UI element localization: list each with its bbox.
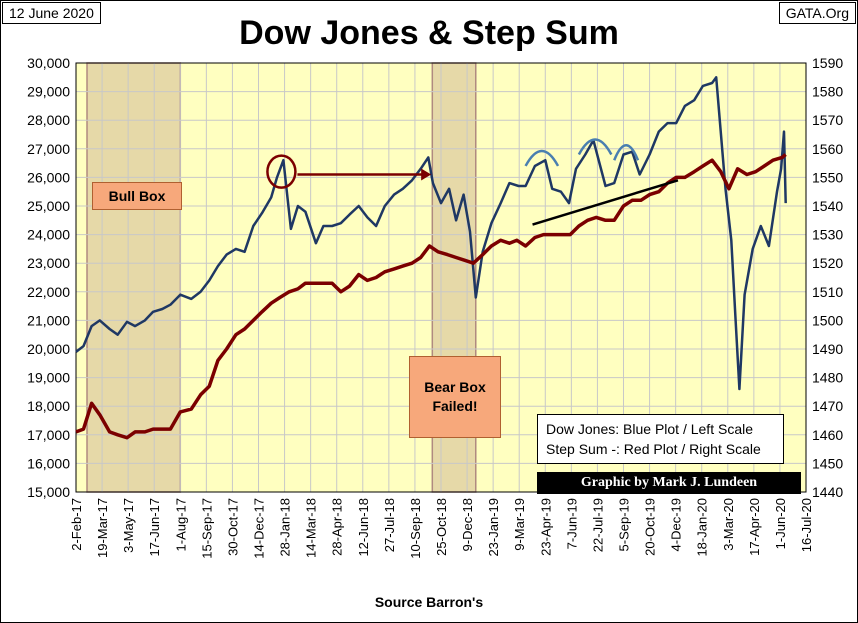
- left-tick-label: 16,000: [27, 455, 70, 471]
- x-tick-label: 14-Dec-17: [252, 498, 267, 559]
- arch-annotation: [577, 138, 613, 156]
- x-tick-label: 17-Jun-17: [147, 498, 162, 557]
- dow-jones-line: [75, 76, 787, 391]
- bear-box-line1: Bear Box: [424, 379, 486, 395]
- x-tick-label: 23-Jan-19: [486, 498, 501, 557]
- x-tick-label: 3-Mar-20: [721, 498, 736, 551]
- x-tick-label: 2-Feb-17: [69, 498, 84, 551]
- peak-circle: [266, 154, 297, 189]
- arch-annotation: [613, 144, 640, 161]
- x-tick-label: 3-May-17: [121, 498, 136, 553]
- left-tick-label: 22,000: [27, 284, 70, 300]
- legend-step: Step Sum -: Red Plot / Right Scale: [546, 441, 761, 457]
- x-tick-label: 16-Jul-20: [799, 498, 814, 552]
- left-tick-label: 26,000: [27, 169, 70, 185]
- x-tick-label: 1-Aug-17: [173, 498, 188, 551]
- left-tick-label: 30,000: [27, 55, 70, 71]
- x-tick-label: 22-Jul-19: [590, 498, 605, 552]
- right-tick-label: 1450: [812, 455, 843, 471]
- left-tick-label: 28,000: [27, 112, 70, 128]
- right-tick-label: 1550: [812, 169, 843, 185]
- left-tick-label: 18,000: [27, 398, 70, 414]
- right-tick-label: 1580: [812, 84, 843, 100]
- left-tick-label: 23,000: [27, 255, 70, 271]
- credit-banner: Graphic by Mark J. Lundeen: [537, 472, 801, 494]
- left-tick-label: 15,000: [27, 484, 70, 500]
- right-tick-label: 1460: [812, 427, 843, 443]
- x-tick-label: 9-Mar-19: [512, 498, 527, 551]
- x-tick-label: 18-Jan-20: [695, 498, 710, 557]
- left-tick-label: 25,000: [27, 198, 70, 214]
- x-tick-label: 27-Jul-18: [382, 498, 397, 552]
- x-tick-label: 28-Apr-18: [330, 498, 345, 556]
- x-tick-label: 10-Sep-18: [408, 498, 423, 559]
- right-tick-label: 1440: [812, 484, 843, 500]
- x-tick-label: 30-Oct-17: [225, 498, 240, 556]
- x-tick-label: 25-Oct-18: [434, 498, 449, 556]
- right-tick-label: 1540: [812, 198, 843, 214]
- site-label: GATA.Org: [778, 2, 856, 24]
- right-tick-label: 1470: [812, 398, 843, 414]
- x-tick-label: 23-Apr-19: [538, 498, 553, 556]
- right-tick-label: 1510: [812, 284, 843, 300]
- left-tick-label: 20,000: [27, 341, 70, 357]
- right-tick-label: 1480: [812, 370, 843, 386]
- legend-dow: Dow Jones: Blue Plot / Left Scale: [546, 421, 753, 437]
- left-tick-label: 27,000: [27, 141, 70, 157]
- right-tick-label: 1500: [812, 312, 843, 328]
- x-tick-label: 1-Jun-20: [773, 498, 788, 549]
- x-tick-label: 14-Mar-18: [304, 498, 319, 558]
- right-tick-label: 1590: [812, 55, 843, 71]
- left-tick-label: 29,000: [27, 84, 70, 100]
- x-tick-label: 28-Jan-18: [278, 498, 293, 557]
- date-label: 12 June 2020: [2, 2, 101, 24]
- left-tick-label: 17,000: [27, 427, 70, 443]
- x-tick-label: 15-Sep-17: [199, 498, 214, 559]
- x-tick-label: 5-Sep-19: [617, 498, 632, 551]
- x-tick-label: 19-Mar-17: [95, 498, 110, 558]
- bull-box-label: Bull Box: [92, 182, 182, 210]
- x-tick-label: 12-Jun-18: [356, 498, 371, 557]
- x-tick-label: 7-Jun-19: [564, 498, 579, 549]
- bear-box-line2: Failed!: [432, 398, 478, 414]
- peak-arrow-head: [421, 168, 432, 181]
- step-sum-line: [75, 153, 787, 440]
- left-tick-label: 24,000: [27, 227, 70, 243]
- right-tick-label: 1560: [812, 141, 843, 157]
- plot-border: [75, 62, 807, 493]
- x-tick-label: 4-Dec-19: [669, 498, 684, 551]
- bear-box-label: Bear Box Failed!: [409, 356, 501, 438]
- right-tick-label: 1520: [812, 255, 843, 271]
- trend-line: [532, 179, 679, 226]
- legend: Dow Jones: Blue Plot / Left Scale Step S…: [537, 414, 784, 464]
- x-tick-label: 9-Dec-18: [460, 498, 475, 551]
- chart-title: Dow Jones & Step Sum: [239, 14, 619, 52]
- left-tick-label: 21,000: [27, 312, 70, 328]
- right-tick-label: 1530: [812, 227, 843, 243]
- left-tick-label: 19,000: [27, 370, 70, 386]
- x-tick-label: 20-Oct-19: [643, 498, 658, 556]
- arch-annotation: [524, 149, 560, 167]
- right-tick-label: 1490: [812, 341, 843, 357]
- x-axis-title: Source Barron's: [374, 594, 484, 610]
- right-tick-label: 1570: [812, 112, 843, 128]
- x-tick-label: 17-Apr-20: [747, 498, 762, 556]
